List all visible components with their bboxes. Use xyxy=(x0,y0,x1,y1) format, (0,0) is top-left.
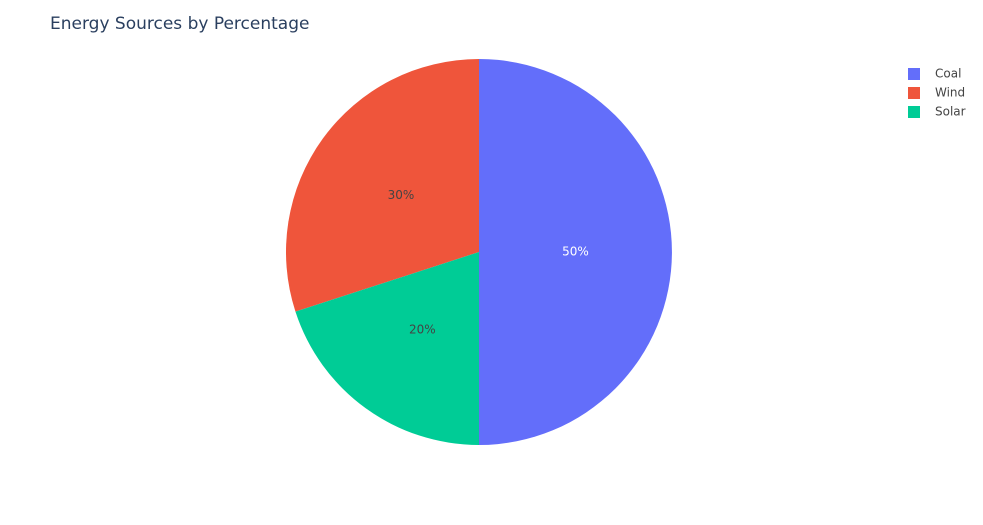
legend-label: Wind xyxy=(935,86,965,100)
legend-label: Solar xyxy=(935,105,966,119)
legend-label: Coal xyxy=(935,67,961,81)
pie-slice xyxy=(285,59,479,312)
slice-label: 30% xyxy=(388,188,415,202)
pie-slice xyxy=(479,59,672,445)
pie-slice xyxy=(295,252,479,445)
legend-swatch xyxy=(908,106,920,118)
slice-label: 50% xyxy=(562,245,589,259)
legend-swatch xyxy=(908,87,920,99)
slice-label: 20% xyxy=(409,323,436,337)
legend-swatch xyxy=(908,68,920,80)
chart-title: Energy Sources by Percentage xyxy=(50,14,309,34)
